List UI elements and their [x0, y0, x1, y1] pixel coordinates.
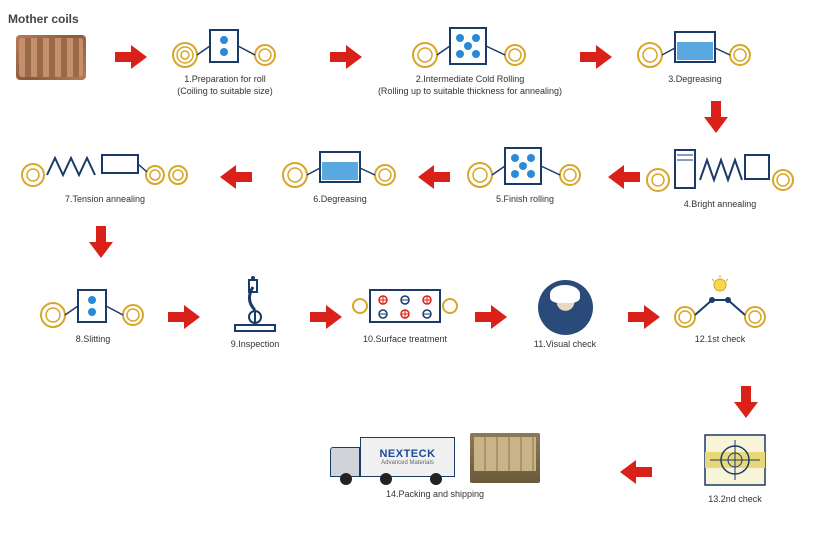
microscope-icon — [200, 275, 310, 335]
node-step-1: 1.Preparation for roll (Coiling to suita… — [155, 20, 295, 97]
surface-icon — [340, 280, 470, 330]
node-step-6: 6.Degreasing — [275, 140, 405, 206]
node-mother-coils — [8, 35, 93, 84]
flow-arrow-down — [85, 230, 117, 256]
node-step-4: 4.Bright annealing — [640, 140, 800, 211]
check-icon — [660, 275, 780, 330]
step-label: 10.Surface treatment — [340, 334, 470, 346]
slitting-icon — [28, 280, 158, 330]
cold-roll-icon — [375, 20, 565, 70]
node-step-13: 13.2nd check — [680, 430, 790, 506]
node-step-12: 12.1st check — [660, 275, 780, 346]
mother-coil-icon — [16, 35, 86, 80]
flow-arrow-right — [115, 45, 147, 71]
flow-arrow-right — [580, 45, 612, 71]
truck-icon: NEXTECK Advanced Materials — [330, 430, 460, 485]
step-label: 8.Slitting — [28, 334, 158, 346]
step-label: 7.Tension annealing — [15, 194, 195, 206]
step-label: 4.Bright annealing — [640, 199, 800, 211]
shipping-icon: NEXTECK Advanced Materials — [310, 430, 560, 485]
truck-sub: Advanced Materials — [381, 460, 434, 466]
finish-roll-icon — [460, 140, 590, 190]
step-label: 9.Inspection — [200, 339, 310, 351]
step-label: 12.1st check — [660, 334, 780, 346]
visual-check-icon — [510, 280, 620, 335]
flow-arrow-down — [730, 390, 762, 416]
step-label: 11.Visual check — [510, 339, 620, 351]
flow-arrow-left — [620, 460, 652, 486]
node-step-10: 10.Surface treatment — [340, 280, 470, 346]
step-label: 5.Finish rolling — [460, 194, 590, 206]
tension-anneal-icon — [15, 140, 195, 190]
node-step-3: 3.Degreasing — [625, 20, 765, 86]
node-step-9: 9.Inspection — [200, 275, 310, 351]
node-step-7: 7.Tension annealing — [15, 140, 195, 206]
node-step-11: 11.Visual check — [510, 280, 620, 351]
pallet-icon — [470, 433, 540, 483]
step-label: 6.Degreasing — [275, 194, 405, 206]
flow-arrow-left — [418, 165, 450, 191]
step-label: 13.2nd check — [680, 494, 790, 506]
flow-arrow-right — [168, 305, 200, 331]
flow-arrow-right — [330, 45, 362, 71]
check2-icon — [680, 430, 790, 490]
node-step-8: 8.Slitting — [28, 280, 158, 346]
flow-arrow-left — [220, 165, 252, 191]
section-title: Mother coils — [8, 12, 79, 26]
step-label: 1.Preparation for roll (Coiling to suita… — [155, 74, 295, 97]
flow-arrow-right — [310, 305, 342, 331]
step-label: 14.Packing and shipping — [310, 489, 560, 501]
step-label: 3.Degreasing — [625, 74, 765, 86]
node-step-14: NEXTECK Advanced Materials 14.Packing an… — [310, 430, 560, 501]
roll-prep-icon — [155, 20, 295, 70]
node-step-2: 2.Intermediate Cold Rolling (Rolling up … — [375, 20, 565, 97]
node-step-5: 5.Finish rolling — [460, 140, 590, 206]
flow-arrow-right — [628, 305, 660, 331]
flow-arrow-right — [475, 305, 507, 331]
degrease-icon — [275, 140, 405, 190]
bright-anneal-icon — [640, 140, 800, 195]
flow-arrow-left — [608, 165, 640, 191]
degrease-icon — [625, 20, 765, 70]
truck-brand: NEXTECK — [379, 448, 435, 460]
flow-arrow-down — [700, 105, 732, 131]
step-label: 2.Intermediate Cold Rolling (Rolling up … — [375, 74, 565, 97]
